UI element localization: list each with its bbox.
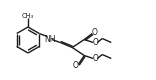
Text: O: O: [92, 28, 98, 37]
Text: NH: NH: [44, 34, 56, 44]
Text: O: O: [92, 38, 98, 47]
Text: O: O: [92, 54, 98, 63]
Text: CH₃: CH₃: [22, 12, 34, 18]
Text: O: O: [72, 62, 78, 70]
